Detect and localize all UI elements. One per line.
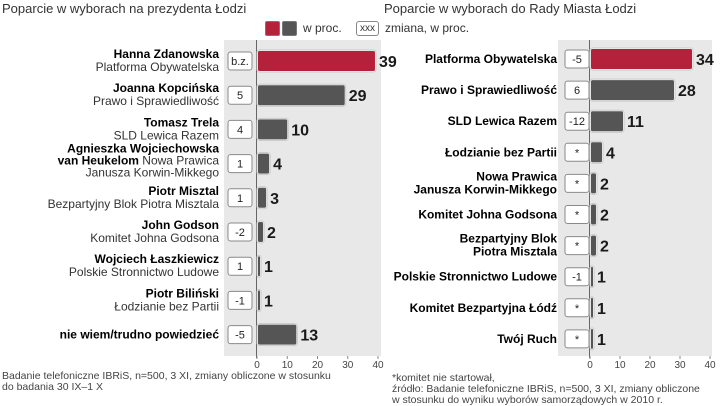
mayor-value-label-4: 3: [270, 191, 279, 208]
council-label2-4: Janusza Korwin-Mikkego: [414, 182, 557, 196]
mayor-name-0: Hanna Zdanowska: [114, 47, 220, 61]
council-bar-6: [591, 236, 596, 256]
mayor-party-4: Bezpartyjny Blok Piotra Misztala: [48, 197, 220, 211]
council-label-4: Nowa Prawica: [476, 169, 557, 183]
council-value-label-4: 2: [600, 176, 609, 193]
mayor-change-label-6: 1: [237, 261, 243, 273]
council-label-6: Bezpartyjny Blok: [460, 232, 558, 246]
council-change-label-7: -1: [572, 272, 582, 284]
mayor-value-label-5: 2: [267, 225, 276, 242]
council-value-label-2: 11: [627, 114, 644, 131]
mayor-name-5: John Godson: [142, 218, 219, 232]
mayor-value-label-0: 39: [379, 54, 397, 71]
right-notes: *komitet nie startował, źródło: Badanie …: [392, 373, 700, 406]
council-label-8: Komitet Bezpartyjna Łódź: [410, 301, 557, 315]
council-label2-6: Piotra Misztala: [473, 245, 557, 259]
council-bar-9: [591, 329, 593, 349]
mayor-value-label-1: 29: [349, 88, 367, 105]
council-label-9: Twój Ruch: [497, 332, 557, 346]
council-change-label-2: -12: [569, 116, 585, 128]
mayor-name-8: nie wiem/trudno powiedzieć: [60, 328, 220, 342]
council-tick-label-4: 40: [704, 360, 716, 371]
mayor-party-7: Łodzianie bez Partii: [114, 299, 219, 313]
mayor-party-2: SLD Lewica Razem: [114, 128, 219, 142]
mayor-bar-6: [258, 256, 260, 276]
right-note-3: w stosunku do wyniku wyborów samorządowy…: [392, 395, 700, 406]
mayor-name-6: Wojciech Łaszkiewicz: [95, 252, 220, 266]
mayor-bar-5: [258, 222, 263, 242]
council-bar-0: [591, 49, 692, 69]
mayor-party-6: Polskie Stronnictwo Ludowe: [69, 265, 219, 279]
council-label-1: Prawo i Sprawiedliwość: [421, 83, 557, 97]
council-label-5: Komitet Johna Godsona: [418, 208, 557, 222]
mayor-bar-4: [258, 188, 266, 208]
mayor-bar-7: [258, 290, 260, 310]
council-change-label-9: *: [575, 334, 580, 346]
council-change-label-4: *: [575, 178, 580, 190]
council-change-label-8: *: [575, 303, 580, 315]
mayor-bar-1: [258, 85, 345, 105]
council-value-label-0: 34: [696, 52, 714, 69]
council-bar-7: [591, 267, 593, 287]
council-bar-5: [591, 205, 596, 225]
mayor-change-label-7: -1: [235, 295, 245, 307]
council-value-label-8: 1: [597, 301, 606, 318]
mayor-value-label-8: 13: [300, 328, 318, 345]
mayor-party-5: Komitet Johna Godsona: [90, 231, 219, 245]
council-label-0: Platforma Obywatelska: [425, 52, 557, 66]
council-bar-4: [591, 173, 596, 193]
mayor-value-label-3: 4: [273, 157, 282, 174]
mayor-tick-label-3: 30: [342, 360, 354, 371]
council-bar-3: [591, 142, 602, 162]
mayor-value-label-6: 1: [264, 259, 273, 276]
left-note-2: do badania 30 IX–1 X: [2, 382, 331, 393]
council-value-label-9: 1: [597, 332, 606, 349]
mayor-change-label-4: 1: [237, 193, 243, 205]
mayor-change-label-3: 1: [237, 159, 243, 171]
council-label-7: Polskie Stronnictwo Ludowe: [394, 270, 558, 284]
mayor-bar-2: [258, 119, 287, 139]
council-change-label-6: *: [575, 241, 580, 253]
left-notes: Badanie telefoniczne IBRiS, n=500, 3 XI,…: [2, 371, 331, 393]
council-value-label-3: 4: [606, 145, 615, 162]
mayor-party2-3: Janusza Korwin-Mikkego: [86, 166, 220, 180]
council-value-label-5: 2: [600, 208, 609, 225]
mayor-change-label-0: b.z.: [231, 56, 249, 68]
council-bar-2: [591, 111, 623, 131]
mayor-bar-0: [258, 51, 375, 71]
council-change-label-1: 6: [574, 85, 580, 97]
mayor-change-label-2: 4: [237, 124, 243, 136]
mayor-name-7: Piotr Biliński: [146, 286, 219, 300]
mayor-party-0: Platforma Obywatelska: [96, 60, 220, 74]
council-bar-1: [591, 80, 674, 100]
mayor-bar-8: [258, 325, 296, 345]
council-label-3: Łodzianie bez Partii: [445, 145, 557, 159]
mayor-name-4: Piotr Misztal: [148, 184, 219, 198]
council-label-2: SLD Lewica Razem: [448, 114, 557, 128]
council-change-label-0: -5: [572, 54, 582, 66]
mayor-value-label-7: 1: [264, 293, 273, 310]
council-value-label-6: 2: [600, 239, 609, 256]
mayor-bar-3: [258, 154, 269, 174]
council-change-label-5: *: [575, 210, 580, 222]
council-tick-label-2: 20: [644, 360, 656, 371]
council-bar-8: [591, 298, 593, 318]
council-value-label-1: 28: [678, 83, 696, 100]
mayor-name-2: Tomasz Trela: [144, 115, 219, 129]
mayor-change-label-5: -2: [235, 227, 245, 239]
council-tick-label-1: 10: [614, 360, 626, 371]
council-value-label-7: 1: [597, 270, 606, 287]
mayor-change-label-8: -5: [235, 330, 245, 342]
council-tick-label-0: 0: [587, 360, 593, 371]
council-change-label-3: *: [575, 147, 580, 159]
council-tick-label-3: 30: [674, 360, 686, 371]
mayor-tick-label-4: 40: [372, 360, 384, 371]
mayor-party-1: Prawo i Sprawiedliwość: [93, 94, 219, 108]
mayor-value-label-2: 10: [291, 122, 309, 139]
mayor-change-label-1: 5: [237, 90, 243, 102]
mayor-name-1: Joanna Kopcińska: [113, 81, 219, 95]
